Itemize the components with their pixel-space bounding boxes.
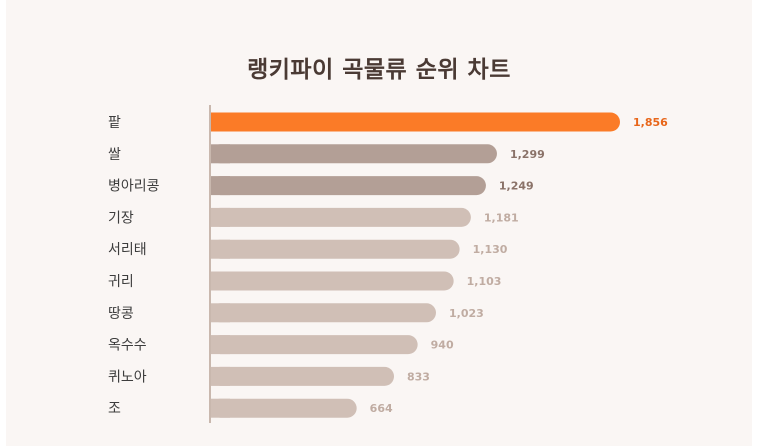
bar-base <box>211 398 230 418</box>
value-label: 1,023 <box>449 307 484 320</box>
value-label: 833 <box>407 370 430 383</box>
bar-base <box>211 303 230 323</box>
bar <box>211 271 454 291</box>
category-label: 팥 <box>108 115 121 131</box>
category-label: 퀴노아 <box>108 369 147 385</box>
value-label: 1,130 <box>473 243 508 256</box>
category-label: 병아리콩 <box>108 179 160 195</box>
bar <box>211 303 436 323</box>
bar <box>211 398 357 418</box>
bar-base <box>211 207 230 227</box>
category-label: 서리태 <box>108 242 147 258</box>
category-label: 조 <box>108 401 121 417</box>
value-label: 1,856 <box>633 116 668 129</box>
category-label: 귀리 <box>108 274 134 290</box>
bar-base <box>211 112 230 132</box>
bar <box>211 207 471 227</box>
category-label: 땅콩 <box>108 306 134 322</box>
value-label: 1,103 <box>467 275 502 288</box>
category-label: 쌀 <box>108 147 121 163</box>
bar <box>211 366 395 386</box>
bar-base <box>211 176 230 196</box>
bar <box>211 144 497 164</box>
bar <box>211 239 460 259</box>
bar <box>211 176 486 196</box>
value-label: 1,249 <box>499 180 534 193</box>
value-label: 1,299 <box>510 148 545 161</box>
bar-base <box>211 335 230 355</box>
value-label: 664 <box>370 402 393 415</box>
bar <box>211 112 620 132</box>
category-label: 옥수수 <box>108 338 147 354</box>
value-label: 1,181 <box>484 211 519 224</box>
bar-base <box>211 366 230 386</box>
bar <box>211 335 418 355</box>
value-label: 940 <box>431 339 454 352</box>
chart-title: 랭키파이 곡물류 순위 차트 <box>247 57 511 83</box>
bar-base <box>211 239 230 259</box>
bar-base <box>211 271 230 291</box>
bar-base <box>211 144 230 164</box>
category-label: 기장 <box>108 210 134 226</box>
